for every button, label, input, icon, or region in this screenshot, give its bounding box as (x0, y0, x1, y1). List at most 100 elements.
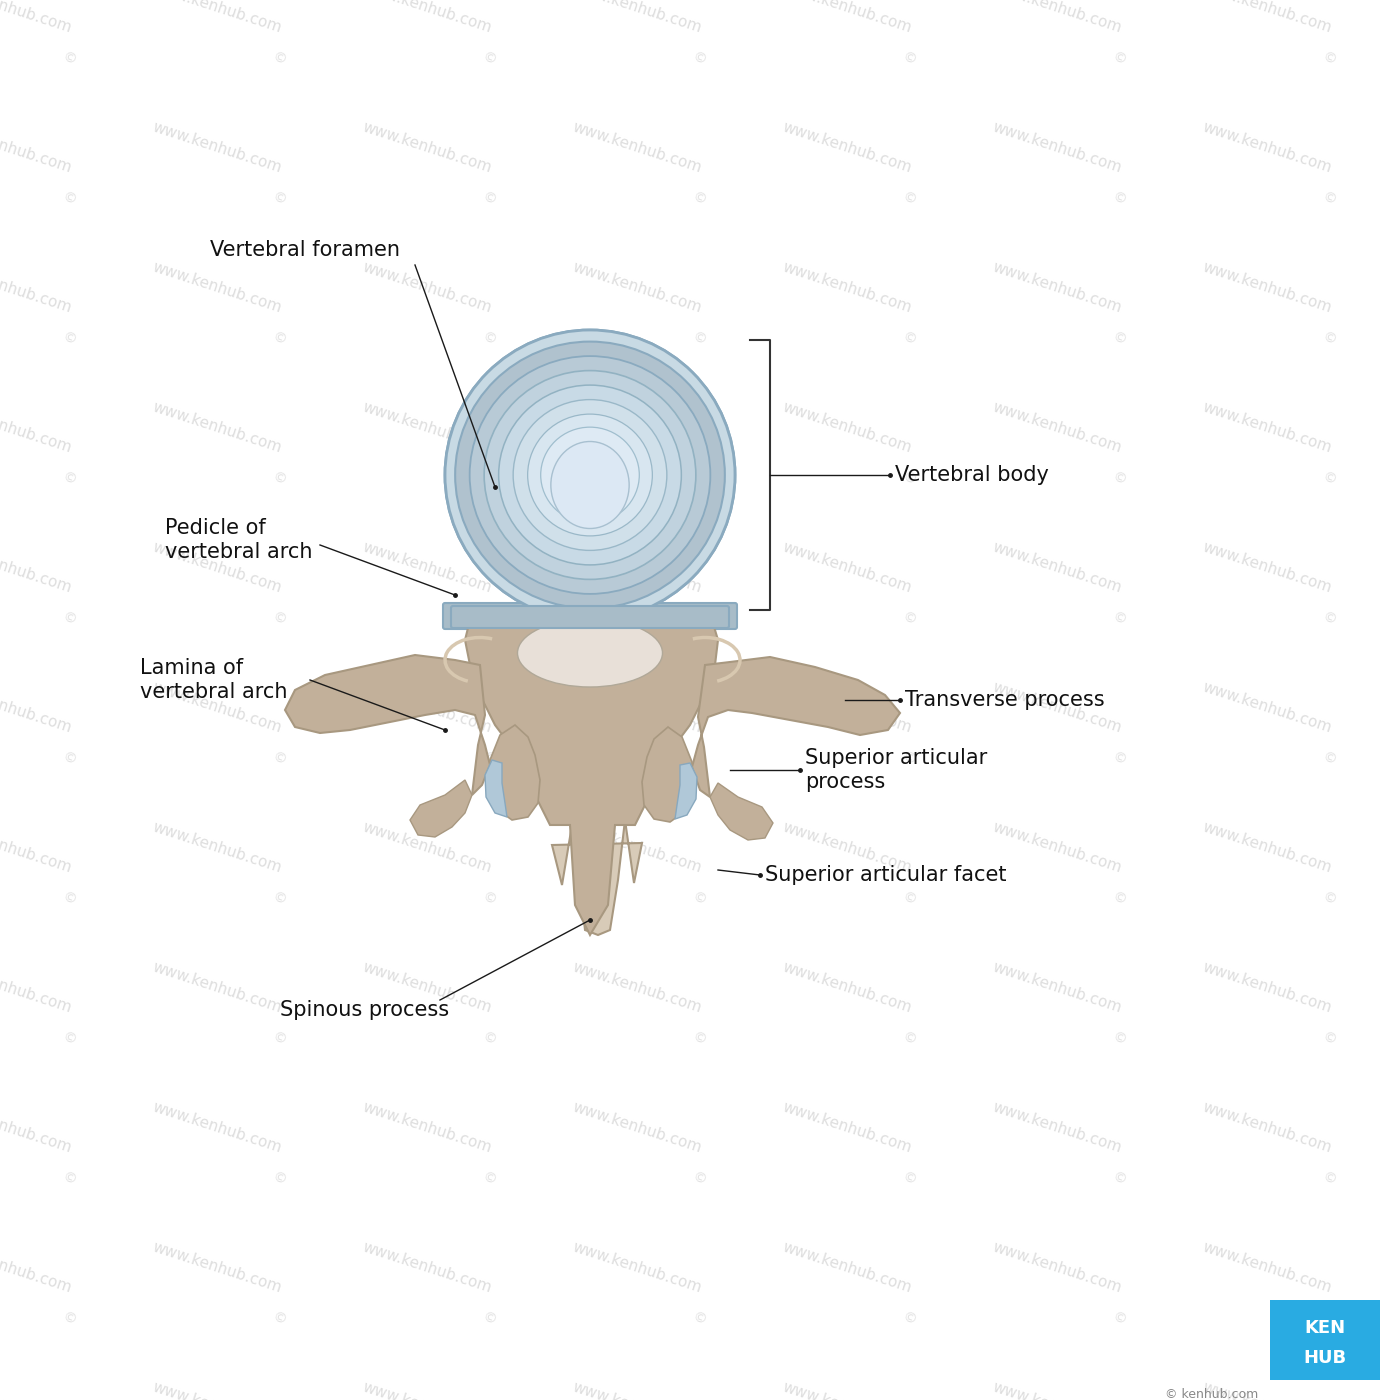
FancyBboxPatch shape (451, 606, 729, 629)
Text: www.kenhub.com: www.kenhub.com (1200, 1380, 1333, 1400)
Text: HUB: HUB (1303, 1350, 1347, 1366)
Text: www.kenhub.com: www.kenhub.com (0, 1100, 73, 1156)
Text: ©: © (1110, 1310, 1127, 1327)
Text: www.kenhub.com: www.kenhub.com (1200, 540, 1333, 596)
Text: ©: © (900, 470, 917, 487)
Text: ©: © (690, 470, 707, 487)
Text: ©: © (1320, 330, 1337, 347)
Text: www.kenhub.com: www.kenhub.com (780, 400, 913, 456)
Text: www.kenhub.com: www.kenhub.com (150, 540, 283, 596)
Text: ©: © (1320, 610, 1337, 627)
Text: ©: © (1110, 190, 1127, 207)
Polygon shape (710, 783, 773, 840)
Ellipse shape (455, 342, 725, 609)
Text: www.kenhub.com: www.kenhub.com (150, 0, 283, 36)
Text: www.kenhub.com: www.kenhub.com (570, 260, 703, 316)
Text: www.kenhub.com: www.kenhub.com (780, 960, 913, 1016)
Text: ©: © (270, 890, 287, 907)
Text: www.kenhub.com: www.kenhub.com (990, 1380, 1123, 1400)
Text: www.kenhub.com: www.kenhub.com (780, 820, 913, 876)
Text: www.kenhub.com: www.kenhub.com (570, 1380, 703, 1400)
Text: ©: © (1320, 1030, 1337, 1047)
Text: www.kenhub.com: www.kenhub.com (780, 1240, 913, 1296)
Text: www.kenhub.com: www.kenhub.com (570, 1240, 703, 1296)
Polygon shape (552, 820, 643, 935)
Ellipse shape (528, 414, 652, 536)
Text: ©: © (480, 1310, 497, 1327)
Text: Transverse process: Transverse process (904, 690, 1105, 710)
Text: www.kenhub.com: www.kenhub.com (150, 1100, 283, 1156)
Text: ©: © (270, 750, 287, 767)
Text: ©: © (900, 1170, 917, 1187)
Text: ©: © (270, 330, 287, 347)
Text: ©: © (60, 1030, 77, 1047)
Text: ©: © (900, 890, 917, 907)
Text: www.kenhub.com: www.kenhub.com (570, 400, 703, 456)
Text: ©: © (690, 610, 707, 627)
Text: ©: © (900, 750, 917, 767)
Text: ©: © (1320, 750, 1337, 767)
Text: www.kenhub.com: www.kenhub.com (360, 260, 493, 316)
Text: ©: © (480, 1030, 497, 1047)
Text: ©: © (1110, 1030, 1127, 1047)
Text: www.kenhub.com: www.kenhub.com (360, 0, 493, 36)
Ellipse shape (540, 427, 640, 522)
Ellipse shape (445, 330, 735, 620)
Text: www.kenhub.com: www.kenhub.com (780, 260, 913, 316)
Text: www.kenhub.com: www.kenhub.com (1200, 120, 1333, 176)
Text: ©: © (60, 330, 77, 347)
Text: www.kenhub.com: www.kenhub.com (570, 680, 703, 736)
Text: ©: © (900, 190, 917, 207)
Text: www.kenhub.com: www.kenhub.com (570, 540, 703, 596)
Text: ©: © (480, 50, 497, 67)
Ellipse shape (498, 385, 682, 564)
Polygon shape (286, 655, 490, 795)
Text: ©: © (1320, 50, 1337, 67)
Text: ©: © (270, 1170, 287, 1187)
Text: ©: © (270, 1310, 287, 1327)
Text: www.kenhub.com: www.kenhub.com (780, 540, 913, 596)
Ellipse shape (514, 399, 666, 550)
FancyBboxPatch shape (442, 603, 736, 629)
Text: ©: © (480, 750, 497, 767)
Text: www.kenhub.com: www.kenhub.com (780, 1100, 913, 1156)
Text: www.kenhub.com: www.kenhub.com (0, 400, 73, 456)
Text: Superior articular
process: Superior articular process (805, 749, 987, 791)
Text: www.kenhub.com: www.kenhub.com (1200, 0, 1333, 36)
Text: ©: © (900, 1030, 917, 1047)
Text: www.kenhub.com: www.kenhub.com (570, 1100, 703, 1156)
Text: www.kenhub.com: www.kenhub.com (0, 540, 73, 596)
Text: www.kenhub.com: www.kenhub.com (1200, 680, 1333, 736)
Text: ©: © (690, 190, 707, 207)
Text: ©: © (690, 1170, 707, 1187)
Ellipse shape (514, 399, 666, 550)
Text: Spinous process: Spinous process (280, 1000, 449, 1021)
Text: Vertebral foramen: Vertebral foramen (210, 239, 400, 260)
Text: www.kenhub.com: www.kenhub.com (1200, 1100, 1333, 1156)
Text: ©: © (1110, 470, 1127, 487)
Text: ©: © (480, 1170, 497, 1187)
Text: www.kenhub.com: www.kenhub.com (780, 0, 913, 36)
Text: www.kenhub.com: www.kenhub.com (990, 260, 1123, 316)
Ellipse shape (550, 441, 629, 528)
Text: ©: © (690, 330, 707, 347)
Text: ©: © (480, 890, 497, 907)
Text: ©: © (1320, 1310, 1337, 1327)
Text: ©: © (60, 190, 77, 207)
Ellipse shape (528, 414, 652, 536)
Text: ©: © (1320, 470, 1337, 487)
Text: ©: © (900, 1310, 917, 1327)
Text: ©: © (60, 50, 77, 67)
Polygon shape (465, 608, 718, 935)
Text: www.kenhub.com: www.kenhub.com (360, 1240, 493, 1296)
Text: www.kenhub.com: www.kenhub.com (570, 0, 703, 36)
Text: www.kenhub.com: www.kenhub.com (990, 820, 1123, 876)
Text: ©: © (60, 610, 77, 627)
Text: ©: © (1110, 1170, 1127, 1187)
Ellipse shape (498, 385, 682, 564)
Text: ©: © (1110, 330, 1127, 347)
Text: ©: © (900, 330, 917, 347)
Ellipse shape (484, 371, 696, 580)
Polygon shape (675, 763, 697, 819)
Text: Pedicle of
vertebral arch: Pedicle of vertebral arch (165, 518, 312, 561)
